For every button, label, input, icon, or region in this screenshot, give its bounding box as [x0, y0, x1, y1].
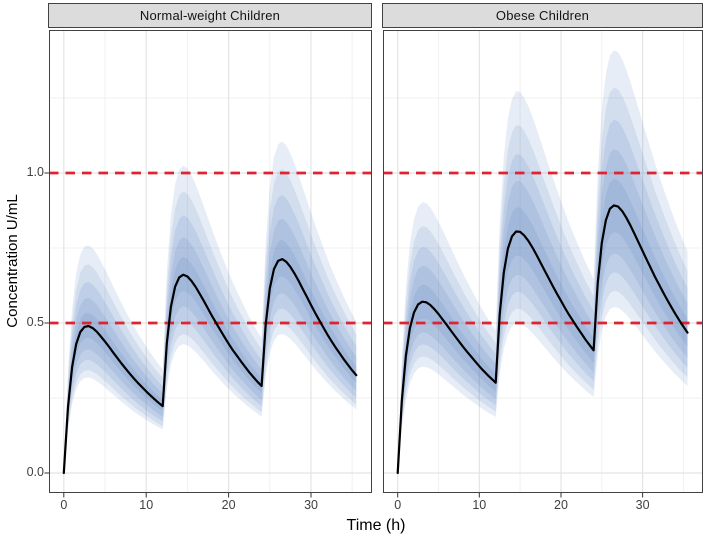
facet-strip-obese-label: Obese Children	[495, 8, 590, 23]
y-tick-label: 0.0	[26, 464, 44, 479]
x-tick-label: 0	[394, 498, 402, 512]
facet-strip-obese: Obese Children	[382, 3, 703, 28]
panel-1	[383, 30, 703, 493]
x-tick-label: 10	[472, 498, 487, 512]
facet-strip-normal-weight: Normal-weight Children	[48, 3, 372, 28]
prediction-ribbon-band	[63, 218, 357, 473]
panel-border	[383, 30, 703, 493]
prediction-ribbon-band	[397, 119, 688, 474]
x-tick-label: 30	[304, 498, 318, 512]
prediction-ribbon-band	[63, 194, 357, 473]
prediction-ribbon-band	[63, 169, 357, 474]
prediction-ribbon-band	[63, 239, 357, 473]
prediction-ribbon-band	[397, 178, 688, 473]
prediction-ribbon-band	[63, 141, 357, 473]
panel-0	[49, 30, 372, 493]
x-tick-label: 20	[554, 498, 568, 512]
panel-border	[49, 30, 372, 493]
prediction-ribbon-band	[397, 149, 688, 473]
prediction-ribbon-band	[397, 87, 688, 473]
x-axis-title: Time (h)	[346, 517, 406, 534]
median-curve	[62, 258, 358, 475]
prediction-ribbon-band	[397, 50, 688, 473]
x-tick-label: 30	[635, 498, 650, 512]
y-tick-label: 0.5	[26, 314, 44, 329]
panel-background	[49, 30, 372, 493]
panel-background	[383, 30, 703, 493]
x-tick-label: 20	[221, 498, 236, 512]
median-curve	[396, 204, 689, 475]
facet-strip-normal-weight-label: Normal-weight Children	[139, 8, 281, 23]
x-tick-label: 0	[60, 498, 68, 512]
y-tick-label: 1.0	[26, 165, 44, 179]
x-tick-label: 10	[139, 498, 154, 512]
y-axis-title: Concentration U/mL	[4, 194, 21, 328]
